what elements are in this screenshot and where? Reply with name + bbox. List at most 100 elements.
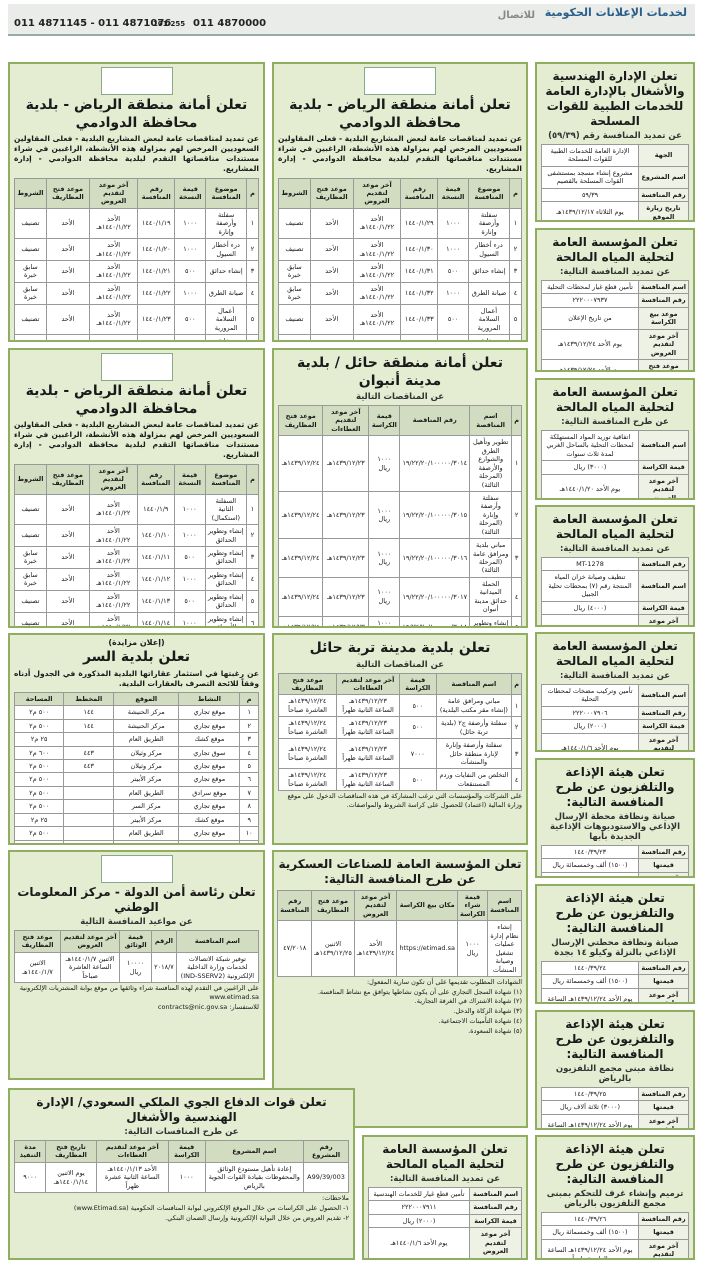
table-cell: ١٠ [239,826,259,841]
table-cell: قيمة الكراسة [468,1213,523,1229]
column-header: قيمة النسخة [174,177,207,209]
table-cell: A99/39/003 [303,1161,349,1194]
table-cell: الأحد [45,524,90,547]
table-cell: اسم المنافسة [638,570,689,602]
column-header: رقم المنافسة [136,463,175,495]
table-cell: مباني ومرافق عامة (إنشاء مقر مكتب البلدي… [435,694,513,718]
table-cell: ١٠٠٠ [174,207,207,240]
table-cell: يوم الثلاثاء ١٤٣٩/١٢/١٧هـ [540,201,640,220]
ad-table: اسم المنافسة اتفاقية توريد المواد المستهل… [540,429,689,498]
table-cell: يوم الأحد ١٤٣٩/١٢/٢٤هـ [540,328,640,361]
ad-box: تعلن أمانة منطقة الرياض - بلدية محافظة ا… [272,62,528,342]
table-cell: ١٩/٢٢/٢٠/١٠٠٠٠٠/٣٠١٧ [399,576,471,617]
ad-pretitle: (إعلان مزايدة) [108,638,165,647]
table-row: ٥ أعمال السلامة المرورية ٥٠٠ ١٤٤٠/١/٢٣ الأحد… [14,303,259,336]
table-cell: ١٩/٢٢/٢٠/١٠٠٠٠٠/٣٠١٥ [399,490,471,540]
table-cell: مركز الأبيتر [113,772,180,787]
table-cell: تصنيف [278,303,311,336]
column-header: اسم المناقصة [469,404,513,437]
ad-note: ملاحظات: [322,1194,349,1203]
ad-subtitle: عن المناقصات التالية [355,392,445,402]
ad-box: تعلن المؤسسة العامة لتحلية المياه المالح… [535,505,695,627]
table-cell: تأمين وتركيب مضخات لمحطات التحلية [540,684,640,707]
table-cell: مركز الحنيشة [113,718,180,734]
table-cell: MT-1278 [540,556,640,572]
table-cell: تاريخ زيارة الموقع [638,201,689,220]
table-cell: ٧ [239,785,259,801]
table-cell: ١ [246,207,259,240]
table-row: قيمة الكراسة (٣٠٠٠) ريال [540,460,689,475]
table-cell: الأحد ١٤٤٠/١/٢٢هـ [352,260,402,283]
table-cell: ١٤٣٩/١٢/٢٤هـ [277,490,324,540]
table-cell: الأحد [309,207,354,240]
table-cell: الأحد [45,303,91,336]
table-cell: ٣ [246,546,259,569]
ad-table: م اسم المناقصة قيمة الكراسة آخر موعد لتقديم… [277,672,522,792]
table-row: ٥ أعمال السلامة المرورية ٥٠٠ ١٤٤٠/١/٣٣ الأحد… [278,303,522,336]
column-header: موعد فتح المظاريف [277,404,324,437]
table-cell: الطريق العام [113,785,180,801]
extension: 101-255 [153,20,186,28]
ad-title: تعلن المؤسسة العامة لتحلية المياه المالح… [552,385,678,414]
table-cell: آخر موعد لتقديم العروض [638,871,689,876]
ad-box: تعلن هيئة الإذاعة والتلفزيون عن طرح المن… [535,884,695,1004]
ad-title: تعلن المؤسسة العامة لتحلية المياه المالح… [552,235,678,264]
table-cell: الأحد ١٤٤٠/١/٢٢هـ [352,281,402,305]
table-header-row: م اسم المناقصة رقم المناقصة قيمة الكراسة آخر… [277,404,522,437]
table-cell: الأحد ١٤٤٠/١/٢٢هـ [352,207,402,240]
table-cell: سابق خبرة [14,281,47,305]
table-cell: سفلتة وأرصفة وإنارة [205,334,248,340]
table-cell [63,732,115,747]
phones: 011 4871145 - 011 4871076 [14,18,172,29]
table-cell: ٥٠٠ م٢ [13,758,65,774]
column-header: قيمة الكراسة [167,1140,206,1163]
table-row: ١٠ موقع تجاري الطريق العام ٥٠٠ م٢ [13,826,259,841]
table-cell: رقم المنافسة [638,1086,689,1102]
table-cell: ١٤٤٠/٣٩/٢٥ [540,1086,640,1102]
table-cell: ١٠٠٠ ريال [456,920,489,977]
table-cell: سوق تجاري [178,745,241,760]
table-row: اسم المنافسة تأمين وتركيب مضخات لمحطات ال… [540,684,689,707]
table-cell: آخر موعد لتقديم العروض [638,987,689,1002]
column-header: قيمة شراء الكراسة [456,889,489,922]
ad-table: رقم المنافسة ١٤٤٠/٣٩/٢٤ قيمتها (١٥٠٠) ألف و… [540,960,689,1002]
table-cell: يوم الأحد ١٤٣٩/١٢/٢٤هـ [540,359,640,370]
table-cell: ١٤٤٠/١/٢٩ [400,207,439,240]
table-cell: سفلتة وأرصفة وإنارة (المرحلة الثالثة) [469,490,513,540]
table-cell: موقع سرادق [178,785,241,801]
table-cell: آخر موعد لتقديم العروض [638,473,689,498]
ad-box: تعلن الإدارة الهندسية والأشغال بالإدارة … [535,62,695,222]
table-cell: رقم المنافسة [638,705,689,721]
table-row: A99/39/003 إعادة تأهيل مستودع الوثائق وال… [13,1161,349,1194]
table-cell: اسم المنافسة [638,279,689,295]
table-row: قيمتها (١٥٠٠) ألف وخمسمائة ريال [540,858,689,873]
table-cell: ٢ [509,238,522,261]
header: لخدمات الإعلانات الحكومية للاتصال 011 48… [8,4,695,36]
column-header: موضوع المنافسة [205,177,248,209]
table-cell: ٥٠٠ م٢ [13,705,65,720]
table-cell: ٣ [509,260,522,283]
column-header: موضوع المنافسة [467,177,511,209]
table-cell: ١٤٤ [63,839,115,843]
table-cell: أعمال السلامة المرورية [467,303,511,336]
table-cell: يوم الاثنين ١٤٤٠/١/١٤هـ [45,1161,97,1194]
table-cell: تأمين قطع غيار للخدمات الهندسية [368,1186,470,1202]
table-cell: ١٠٠٠ [174,238,207,261]
table-cell: إنشاء حدائق [467,260,511,283]
table-row: اسم المنافسة تأمين قطع غيار للخدمات الهند… [368,1186,523,1202]
ad-box: تعلن قوات الدفاع الجوي الملكي السعودي/ ا… [8,1088,355,1260]
ad-subtitle: صيانة ونظافة محطة الإرسال الإذاعي والاست… [550,812,680,842]
ad-note: (١) شهادة السجل التجاري على أن يكون نشاط… [317,987,522,996]
ad-title: تعلن هيئة الإذاعة والتلفزيون عن طرح المن… [555,765,675,809]
table-cell: موعد فتح المظاريف [638,359,689,370]
table-cell: الأحد [309,334,354,340]
ad-note: (٥) شهادة السعودة. [468,1026,522,1035]
table-cell: رقم المنافسة [638,960,689,976]
table-cell: ٥٠٠ م٢ [13,772,65,787]
table-cell: ٤ [246,567,259,591]
table-cell: الأحد ١٤٤٠/١/٢٢هـ [352,303,402,336]
column-header: قيمة الوثائق [119,930,153,953]
table-row: ٤ التخلص من النفايات وردم المستنقعات ٥٠٠ ١٤… [277,768,522,792]
